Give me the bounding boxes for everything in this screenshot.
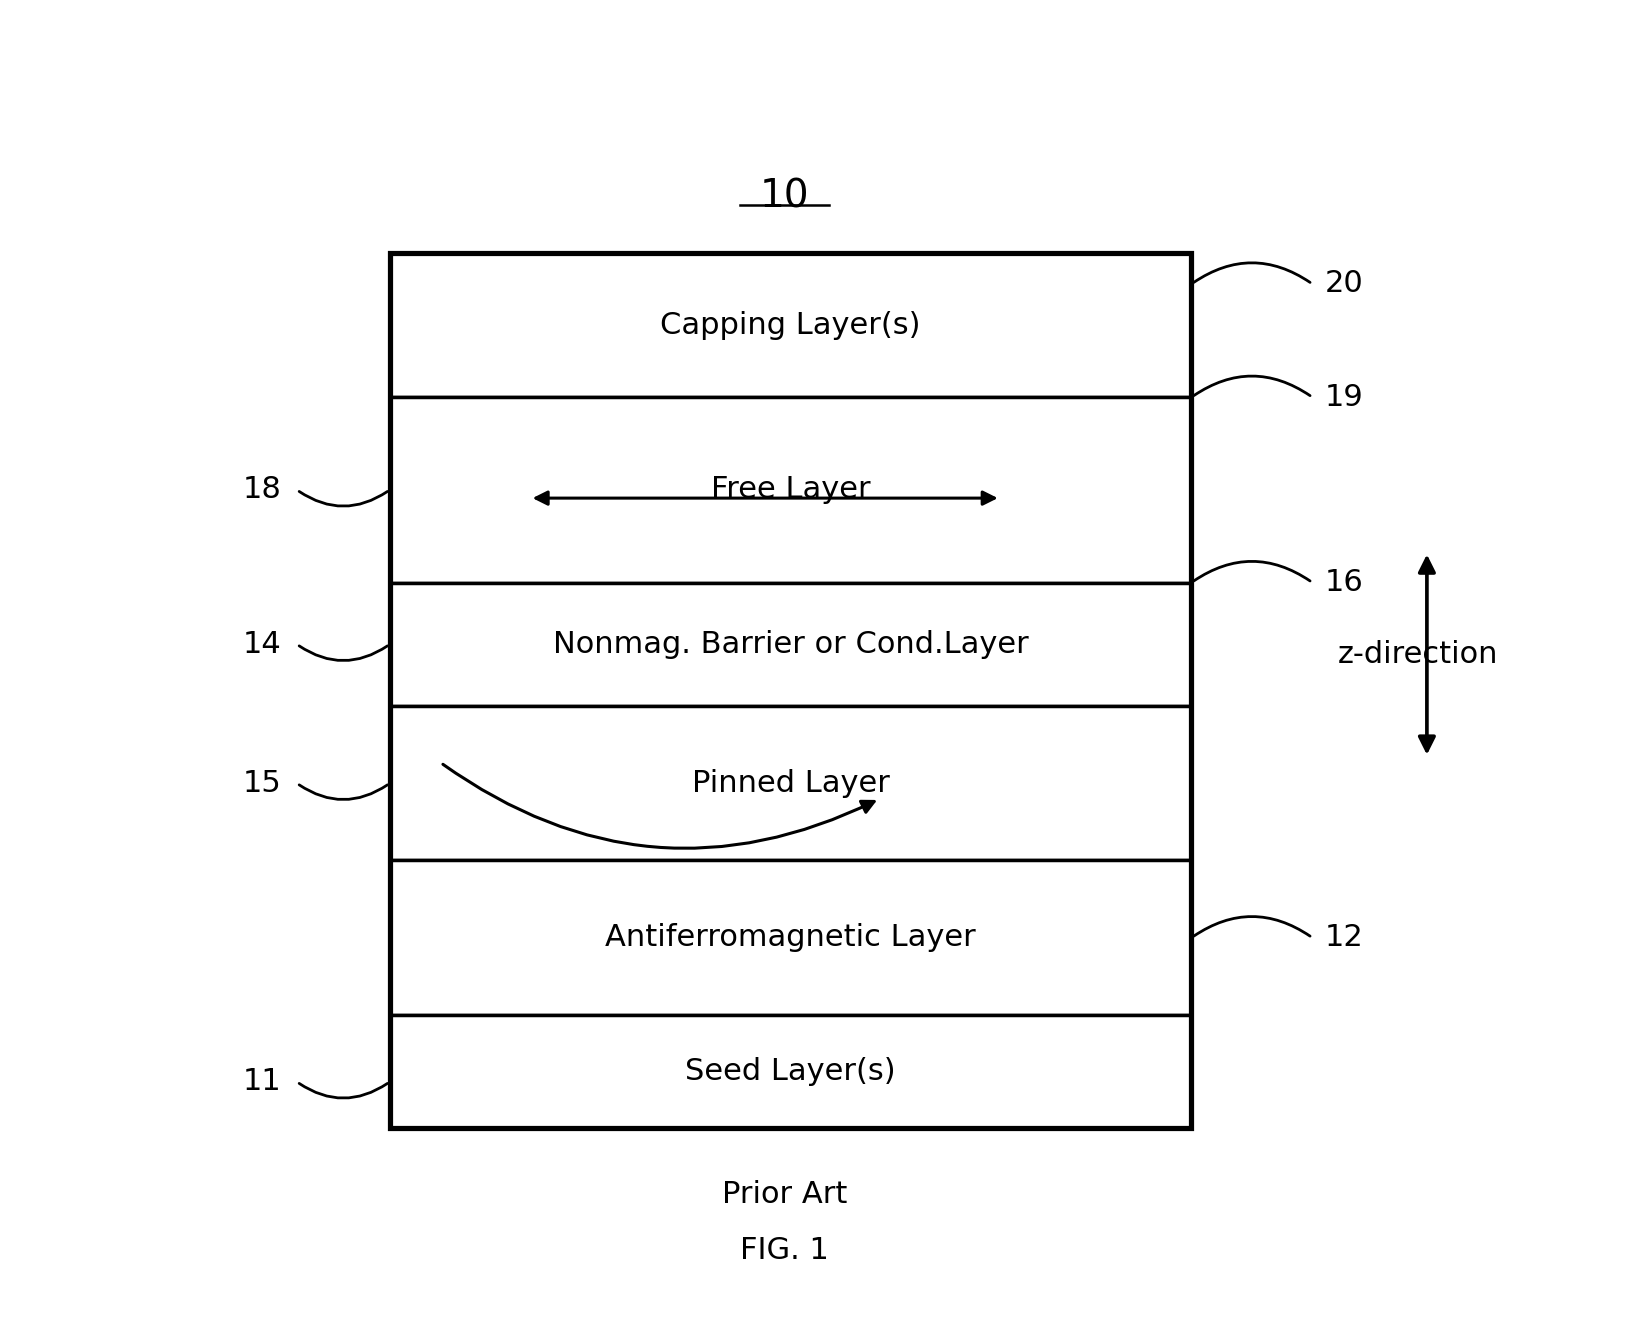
Text: Free Layer: Free Layer — [711, 476, 870, 504]
Bar — [389, 583, 1192, 706]
Text: Seed Layer(s): Seed Layer(s) — [685, 1058, 897, 1086]
Text: FIG. 1: FIG. 1 — [741, 1237, 829, 1265]
Text: 15: 15 — [243, 769, 282, 798]
Bar — [389, 1015, 1192, 1128]
Text: 11: 11 — [243, 1067, 282, 1096]
Text: 10: 10 — [760, 178, 810, 215]
Text: 19: 19 — [1325, 382, 1365, 412]
Text: 16: 16 — [1325, 568, 1365, 598]
Text: Pinned Layer: Pinned Layer — [691, 769, 890, 798]
Bar — [389, 397, 1192, 583]
Text: 18: 18 — [243, 476, 282, 504]
Text: Antiferromagnetic Layer: Antiferromagnetic Layer — [606, 924, 975, 952]
Bar — [389, 253, 1192, 397]
Bar — [389, 861, 1192, 1015]
Text: 14: 14 — [243, 630, 282, 659]
Bar — [389, 706, 1192, 861]
Text: z-direction: z-direction — [1338, 640, 1498, 668]
Text: Nonmag. Barrier or Cond.Layer: Nonmag. Barrier or Cond.Layer — [553, 630, 1028, 659]
Bar — [389, 253, 1192, 1128]
Text: Capping Layer(s): Capping Layer(s) — [660, 310, 921, 340]
Text: 20: 20 — [1325, 270, 1365, 298]
Text: 12: 12 — [1325, 924, 1365, 952]
Text: Prior Art: Prior Art — [721, 1179, 847, 1209]
